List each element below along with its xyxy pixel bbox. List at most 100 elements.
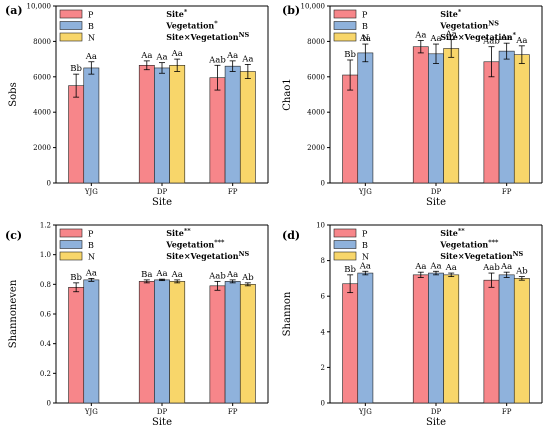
y-axis-label: Shannon	[282, 291, 293, 336]
x-tick-label: DP	[431, 408, 442, 416]
x-tick-label: DP	[157, 408, 168, 416]
significance-label: Aa	[414, 31, 426, 41]
stats-line: Site**	[166, 227, 191, 238]
bar	[83, 67, 100, 184]
significance-label: Aa	[500, 262, 512, 272]
y-tick-label: 6000	[33, 73, 51, 81]
significance-label: Aa	[500, 33, 512, 43]
significance-label: Aa	[155, 269, 167, 279]
significance-label: Bb	[344, 265, 356, 275]
stats-significance: *	[458, 8, 462, 16]
legend-label: N	[362, 34, 369, 43]
x-axis-label: Site	[426, 417, 446, 428]
stats-significance: NS	[239, 31, 250, 39]
stats-term: Site	[166, 228, 184, 238]
stats-term: Site	[440, 228, 458, 238]
significance-label: Aa	[445, 263, 457, 273]
panel-label: (c)	[5, 229, 22, 242]
bar	[342, 74, 359, 184]
y-axis-label: Shannoneven	[8, 279, 19, 348]
stats-significance: ***	[488, 239, 499, 247]
bar	[483, 61, 500, 184]
legend-label: N	[88, 253, 95, 262]
y-tick-label: 0.6	[40, 311, 52, 319]
significance-label: Aa	[241, 54, 253, 64]
x-tick-label: YJG	[358, 408, 372, 416]
significance-label: Aa	[429, 261, 441, 271]
x-tick-label: YJG	[84, 408, 98, 416]
bar	[138, 64, 155, 184]
y-tick-label: 10	[316, 222, 325, 230]
bar	[154, 279, 170, 404]
bar	[224, 281, 241, 404]
legend-swatch	[333, 251, 357, 261]
legend-label: N	[88, 34, 95, 43]
legend-swatch	[59, 228, 83, 238]
bar	[154, 67, 170, 184]
stats-line: Site×Vegetation*	[440, 31, 516, 42]
stats-term: Site	[166, 9, 184, 19]
legend-swatch	[59, 21, 83, 30]
stats-significance: *	[214, 20, 218, 28]
significance-label: Aab	[208, 271, 226, 281]
y-tick-label: 0.8	[40, 281, 51, 289]
x-tick-label: FP	[502, 408, 512, 416]
y-tick-label: 2000	[307, 144, 325, 152]
legend-label: P	[362, 11, 368, 20]
significance-label: Aa	[226, 51, 238, 61]
y-tick-label: 10,000	[27, 3, 52, 11]
bar	[68, 286, 85, 404]
significance-label: Aa	[429, 34, 441, 44]
legend-swatch	[333, 240, 357, 249]
stats-term: Vegetation	[439, 21, 488, 31]
significance-label: Ab	[515, 267, 528, 277]
x-tick-label: FP	[228, 408, 238, 416]
stats-term: Site×Vegetation	[166, 32, 239, 42]
stats-significance: **	[458, 227, 465, 235]
x-axis-label: Site	[152, 197, 172, 208]
significance-label: Aa	[359, 261, 371, 271]
legend-label: P	[88, 230, 94, 239]
legend-swatch	[333, 21, 357, 30]
significance-label: Ab	[241, 273, 254, 283]
bar	[428, 53, 444, 184]
stats-line: VegetationNS	[439, 20, 499, 31]
bar	[443, 48, 460, 184]
bar	[239, 71, 256, 184]
y-tick-label: 8	[321, 257, 325, 265]
stats-line: Site×VegetationNS	[440, 250, 523, 261]
bar	[412, 46, 429, 184]
bar	[498, 274, 515, 404]
bar	[68, 85, 85, 184]
x-tick-label: DP	[431, 188, 442, 196]
bar	[428, 272, 444, 404]
significance-label: Bb	[344, 50, 356, 60]
legend-label: B	[362, 241, 368, 250]
y-tick-label: 8000	[33, 38, 51, 46]
stats-line: Site**	[440, 227, 465, 238]
significance-label: Aa	[85, 268, 97, 278]
chart-panel: (b) 0 2000 4000 6000 8000 10,000 Chao1 Site YJG Bb…	[282, 3, 543, 208]
y-tick-label: 6	[321, 293, 326, 301]
stats-term: Site×Vegetation	[166, 251, 239, 261]
legend-label: P	[88, 11, 94, 20]
significance-label: Aab	[208, 55, 226, 65]
stats-significance: *	[184, 8, 188, 16]
bar	[483, 279, 500, 404]
significance-label: Bb	[70, 273, 82, 283]
bar	[169, 281, 186, 404]
panel-label: (a)	[5, 4, 23, 17]
y-tick-label: 1.2	[40, 222, 51, 230]
y-tick-label: 0.4	[40, 340, 52, 348]
y-tick-label: 4000	[307, 109, 325, 117]
significance-label: Aa	[414, 262, 426, 272]
y-tick-label: 0.2	[40, 370, 51, 378]
stats-line: Site*	[440, 8, 462, 19]
x-tick-label: FP	[502, 188, 512, 196]
significance-label: Aab	[482, 37, 500, 47]
x-axis-label: Site	[152, 417, 172, 428]
x-tick-label: YJG	[84, 188, 98, 196]
legend-label: P	[362, 230, 368, 239]
